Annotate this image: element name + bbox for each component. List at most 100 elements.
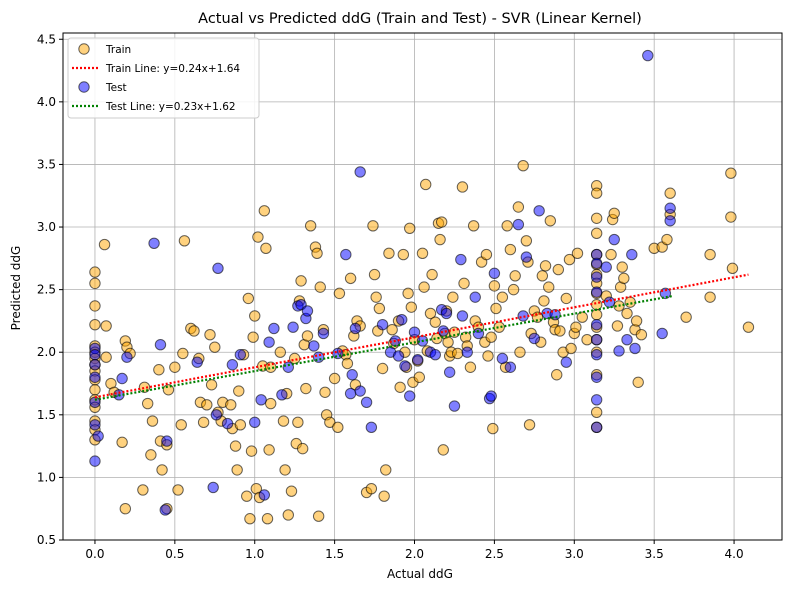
data-point [600,261,612,273]
data-point [517,159,529,172]
data-point [197,416,210,429]
data-point [368,268,381,281]
legend-box [67,37,260,119]
x-tick-label: 3.0 [565,547,584,561]
data-point [376,362,389,375]
data-point [317,327,330,340]
data-point [621,334,633,346]
data-point [635,328,648,341]
data-point [565,342,577,355]
data-point [205,379,218,391]
data-point [249,416,261,429]
data-point [485,331,497,343]
data-point [528,332,541,345]
data-point [380,464,392,476]
data-point [245,445,258,457]
data-point [458,277,470,290]
data-point [426,268,438,281]
data-point [287,321,299,333]
data-point [405,301,418,313]
data-point [590,227,603,239]
data-point [608,207,620,219]
data-point [603,296,616,308]
data-point [258,205,271,217]
data-point [89,300,101,312]
data-point [455,253,467,266]
data-point [496,352,509,365]
data-point [429,316,441,328]
data-point [354,166,366,178]
data-point [726,262,739,275]
data-point [263,444,275,456]
data-point [304,220,317,232]
data-point [590,334,603,346]
data-point [301,305,314,317]
data-point [354,385,366,397]
data-point [501,220,513,232]
data-point [308,340,320,352]
data-point [725,211,737,223]
data-point [632,376,644,388]
data-point [560,292,572,305]
data-point [333,287,346,300]
data-point [360,396,373,408]
y-tick-label: 4.0 [37,95,56,109]
data-point [89,371,101,383]
data-point [301,330,314,342]
data-point [487,422,499,435]
data-point [365,482,378,495]
data-point [261,513,274,525]
data-point [412,354,424,366]
data-point [394,381,406,393]
data-point [626,248,638,261]
data-point [464,361,477,373]
data-point [485,390,497,402]
data-point [664,215,676,227]
data-point [279,464,291,476]
data-point [172,484,184,496]
data-point [89,318,101,331]
data-point [533,205,545,217]
x-tick-label: 3.5 [645,547,664,561]
data-point [544,215,557,227]
data-point [332,347,344,360]
plot-area [89,49,755,525]
data-point [570,321,582,333]
data-point [461,346,473,358]
data-point [258,489,271,501]
data-point [162,384,175,396]
axes-frame [62,32,783,541]
data-point [89,349,101,361]
data-point [496,291,509,303]
data-point [207,481,219,494]
legend-label: Test Line: y=0.23x+1.62 [105,101,236,113]
data-point [618,272,630,285]
fit-line [94,294,674,401]
data-point [178,235,191,247]
data-point [288,352,301,365]
data-point [161,435,173,447]
data-point [296,442,309,455]
data-point [456,310,469,322]
data-point [543,281,555,293]
data-point [89,419,101,431]
data-point [630,315,643,327]
data-point [590,318,603,331]
data-point [209,341,221,353]
data-point [437,444,449,456]
data-point [396,313,408,326]
data-point [538,295,550,307]
data-point [742,321,755,333]
data-point [252,231,264,243]
data-point [274,346,286,358]
data-point [159,504,171,516]
data-point [704,248,716,261]
data-point [154,339,167,351]
legend: Train Train Line: y=0.24x+1.64 Test Test Li… [67,37,260,119]
data-point [210,409,223,421]
data-point [704,291,716,303]
data-point [255,394,267,406]
data-point [370,291,382,303]
data-point [346,369,358,381]
